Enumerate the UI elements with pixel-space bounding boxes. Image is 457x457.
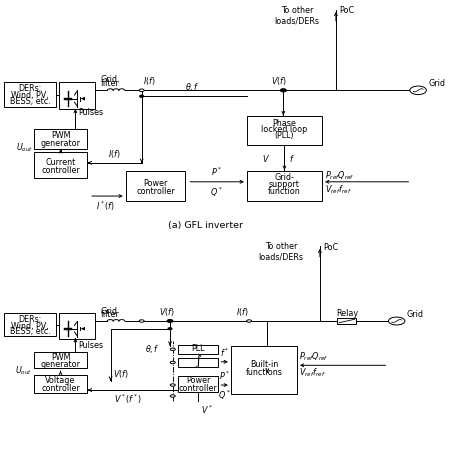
Text: $I(f)$: $I(f)$	[236, 306, 249, 319]
Text: filter: filter	[101, 310, 119, 319]
FancyBboxPatch shape	[126, 171, 185, 201]
Text: $I^*(f)$: $I^*(f)$	[96, 199, 114, 213]
Text: $I(f)$: $I(f)$	[143, 75, 155, 87]
FancyBboxPatch shape	[4, 314, 56, 336]
Text: $P_{ref}Q_{ref}$: $P_{ref}Q_{ref}$	[325, 169, 355, 181]
Text: $V^*$: $V^*$	[201, 403, 213, 416]
Text: Grid-: Grid-	[275, 173, 294, 181]
FancyBboxPatch shape	[34, 129, 87, 149]
Text: (a) GFL inverter: (a) GFL inverter	[168, 221, 243, 230]
Text: PLL: PLL	[191, 344, 205, 353]
Circle shape	[170, 348, 175, 351]
Circle shape	[170, 384, 175, 386]
Text: generator: generator	[41, 360, 80, 369]
Circle shape	[170, 361, 175, 364]
Text: Phase: Phase	[272, 119, 297, 128]
Text: Power: Power	[143, 179, 168, 188]
FancyBboxPatch shape	[34, 152, 87, 178]
Text: PWM: PWM	[51, 353, 70, 361]
Circle shape	[167, 320, 173, 322]
FancyBboxPatch shape	[59, 82, 95, 109]
FancyBboxPatch shape	[231, 346, 297, 394]
Circle shape	[139, 320, 144, 322]
Text: Grid: Grid	[429, 80, 446, 88]
Text: Wind, PV,: Wind, PV,	[11, 91, 49, 100]
Text: Pulses: Pulses	[79, 108, 104, 117]
Text: Relay: Relay	[336, 309, 358, 318]
Text: Grid: Grid	[407, 310, 424, 319]
Text: To other
loads/DERs: To other loads/DERs	[275, 6, 319, 25]
Text: $Q^*$: $Q^*$	[210, 186, 223, 199]
FancyBboxPatch shape	[178, 345, 218, 354]
Text: functions: functions	[245, 368, 282, 377]
Text: $V$: $V$	[262, 153, 270, 164]
FancyBboxPatch shape	[34, 352, 87, 368]
Text: support: support	[269, 180, 300, 189]
Text: controller: controller	[41, 166, 80, 175]
Text: filter: filter	[101, 80, 119, 88]
Text: $\theta, f$: $\theta, f$	[185, 81, 199, 93]
Text: BESS, etc.: BESS, etc.	[10, 97, 50, 106]
Text: DERs:: DERs:	[18, 315, 42, 324]
Text: To other
loads/DERs: To other loads/DERs	[259, 242, 303, 261]
Text: PWM: PWM	[51, 132, 70, 140]
Text: controller: controller	[179, 384, 218, 393]
FancyBboxPatch shape	[34, 375, 87, 393]
Circle shape	[388, 317, 405, 325]
Text: Grid: Grid	[101, 75, 117, 85]
Text: controller: controller	[136, 187, 175, 196]
Circle shape	[139, 89, 144, 91]
Text: BESS, etc.: BESS, etc.	[10, 327, 50, 336]
FancyBboxPatch shape	[337, 318, 356, 324]
Text: $f$: $f$	[289, 153, 295, 164]
Text: $V_{ref}f_{ref}$: $V_{ref}f_{ref}$	[325, 183, 352, 196]
Text: $U_{out}$: $U_{out}$	[16, 141, 33, 154]
Text: $Q^*$: $Q^*$	[218, 388, 231, 402]
Text: $P_{ref}Q_{ref}$: $P_{ref}Q_{ref}$	[299, 351, 329, 363]
Circle shape	[247, 320, 252, 322]
Text: $V_{ref}f_{ref}$: $V_{ref}f_{ref}$	[299, 367, 326, 379]
Text: locked loop: locked loop	[261, 125, 308, 134]
Text: Power: Power	[186, 376, 211, 385]
Polygon shape	[80, 327, 85, 330]
Text: $U_{out}$: $U_{out}$	[15, 364, 32, 377]
Text: Wind, PV,: Wind, PV,	[11, 322, 49, 330]
Text: $P^*$: $P^*$	[219, 370, 230, 382]
FancyBboxPatch shape	[4, 82, 56, 107]
Text: $V(f)$: $V(f)$	[113, 368, 129, 380]
Text: $V^*(f^*)$: $V^*(f^*)$	[114, 393, 142, 406]
Circle shape	[281, 89, 286, 92]
Text: $V(f)$: $V(f)$	[271, 75, 287, 87]
Text: PoC: PoC	[323, 243, 338, 252]
Circle shape	[140, 96, 143, 97]
FancyBboxPatch shape	[178, 358, 218, 367]
Circle shape	[170, 395, 175, 397]
Text: $\int$: $\int$	[194, 353, 202, 370]
Text: function: function	[268, 187, 301, 196]
Text: $f^*$: $f^*$	[220, 347, 229, 359]
Text: generator: generator	[41, 139, 80, 148]
Text: $V(f)$: $V(f)$	[159, 306, 175, 319]
Text: $I(f)$: $I(f)$	[108, 149, 121, 160]
Text: $P^*$: $P^*$	[211, 165, 222, 178]
Text: DERs:: DERs:	[18, 84, 42, 93]
Polygon shape	[80, 97, 85, 101]
Text: Grid: Grid	[101, 307, 117, 315]
FancyBboxPatch shape	[59, 314, 95, 339]
Circle shape	[168, 328, 172, 329]
Text: PoC: PoC	[339, 6, 354, 15]
FancyBboxPatch shape	[178, 376, 218, 392]
FancyBboxPatch shape	[247, 171, 322, 201]
Circle shape	[410, 86, 426, 95]
Text: $\theta, f$: $\theta, f$	[145, 343, 160, 355]
Text: Current: Current	[45, 158, 76, 166]
FancyBboxPatch shape	[247, 117, 322, 145]
Text: Built-in: Built-in	[250, 360, 278, 369]
Text: (PLL): (PLL)	[275, 132, 294, 140]
Text: Voltage: Voltage	[45, 376, 76, 385]
Text: Pulses: Pulses	[79, 340, 104, 350]
Text: controller: controller	[41, 384, 80, 393]
